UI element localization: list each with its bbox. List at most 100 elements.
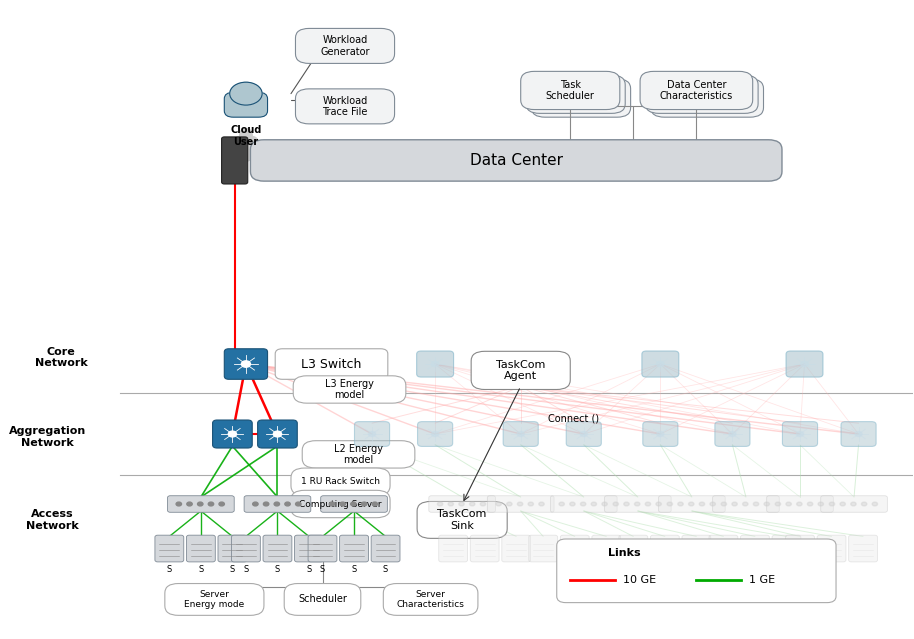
Circle shape — [732, 502, 738, 506]
Text: Access
Network: Access Network — [26, 509, 79, 531]
Text: Cloud
User: Cloud User — [230, 125, 261, 147]
Text: S: S — [166, 565, 172, 574]
FancyBboxPatch shape — [439, 535, 468, 562]
Circle shape — [580, 502, 586, 506]
Circle shape — [506, 502, 512, 506]
Circle shape — [273, 431, 282, 437]
Circle shape — [818, 502, 824, 506]
FancyBboxPatch shape — [642, 351, 679, 377]
FancyBboxPatch shape — [487, 496, 554, 512]
Text: 10 GE: 10 GE — [622, 575, 655, 585]
FancyBboxPatch shape — [532, 79, 631, 117]
Circle shape — [786, 502, 792, 506]
FancyBboxPatch shape — [383, 583, 478, 615]
Circle shape — [295, 502, 301, 506]
FancyBboxPatch shape — [429, 496, 495, 512]
Circle shape — [623, 502, 629, 506]
FancyBboxPatch shape — [841, 422, 877, 447]
FancyBboxPatch shape — [291, 490, 390, 518]
Circle shape — [448, 502, 453, 506]
Circle shape — [219, 502, 225, 506]
FancyBboxPatch shape — [817, 535, 846, 562]
Circle shape — [340, 502, 345, 506]
FancyBboxPatch shape — [284, 583, 361, 615]
FancyBboxPatch shape — [659, 496, 725, 512]
FancyBboxPatch shape — [682, 535, 711, 562]
FancyBboxPatch shape — [308, 535, 337, 562]
Text: Data Center
Characteristics: Data Center Characteristics — [660, 80, 733, 101]
FancyBboxPatch shape — [557, 539, 836, 603]
Circle shape — [496, 502, 502, 506]
Text: TaskCom
Agent: TaskCom Agent — [496, 360, 546, 381]
Circle shape — [368, 431, 376, 436]
Circle shape — [613, 502, 619, 506]
Circle shape — [480, 502, 485, 506]
Text: Server
Characteristics: Server Characteristics — [397, 590, 464, 609]
FancyBboxPatch shape — [848, 535, 877, 562]
FancyBboxPatch shape — [221, 137, 248, 184]
Circle shape — [801, 362, 808, 367]
Circle shape — [721, 502, 727, 506]
FancyBboxPatch shape — [651, 79, 763, 117]
FancyBboxPatch shape — [640, 72, 753, 109]
Circle shape — [208, 502, 214, 506]
FancyBboxPatch shape — [529, 535, 558, 562]
Circle shape — [851, 502, 856, 506]
FancyBboxPatch shape — [294, 535, 324, 562]
Text: Core
Network: Core Network — [35, 347, 88, 369]
FancyBboxPatch shape — [643, 422, 678, 447]
Circle shape — [872, 502, 877, 506]
Circle shape — [699, 502, 705, 506]
Circle shape — [634, 502, 640, 506]
Circle shape — [372, 502, 377, 506]
Circle shape — [559, 502, 565, 506]
Circle shape — [539, 502, 544, 506]
FancyBboxPatch shape — [224, 349, 268, 380]
FancyBboxPatch shape — [521, 72, 620, 109]
Circle shape — [431, 362, 439, 367]
Circle shape — [796, 431, 803, 436]
FancyBboxPatch shape — [645, 75, 758, 113]
Circle shape — [229, 82, 262, 105]
Text: L2 Energy
model: L2 Energy model — [334, 443, 383, 465]
FancyBboxPatch shape — [502, 535, 531, 562]
Circle shape — [438, 502, 442, 506]
Circle shape — [569, 502, 575, 506]
Text: L3 Switch: L3 Switch — [302, 358, 362, 371]
FancyBboxPatch shape — [186, 535, 216, 562]
FancyBboxPatch shape — [471, 535, 499, 562]
FancyBboxPatch shape — [224, 93, 268, 117]
Circle shape — [710, 502, 716, 506]
Text: Workload
Trace File: Workload Trace File — [323, 96, 367, 117]
Text: 1 GE: 1 GE — [749, 575, 775, 585]
FancyBboxPatch shape — [291, 468, 390, 495]
FancyBboxPatch shape — [295, 89, 395, 124]
Circle shape — [431, 431, 439, 436]
Circle shape — [517, 502, 523, 506]
Circle shape — [742, 502, 748, 506]
Circle shape — [329, 502, 335, 506]
Text: Computing Server: Computing Server — [299, 500, 382, 509]
FancyBboxPatch shape — [218, 535, 247, 562]
Circle shape — [591, 502, 597, 506]
FancyBboxPatch shape — [213, 420, 252, 448]
FancyBboxPatch shape — [165, 583, 264, 615]
Circle shape — [667, 502, 673, 506]
Text: Scheduler: Scheduler — [298, 594, 347, 604]
Circle shape — [517, 431, 525, 436]
FancyBboxPatch shape — [560, 535, 590, 562]
Text: S: S — [306, 565, 312, 574]
FancyBboxPatch shape — [786, 351, 823, 377]
FancyBboxPatch shape — [619, 535, 648, 562]
Circle shape — [228, 431, 237, 437]
FancyBboxPatch shape — [167, 496, 234, 512]
Circle shape — [351, 502, 356, 506]
FancyBboxPatch shape — [782, 422, 817, 447]
Circle shape — [775, 502, 781, 506]
Circle shape — [764, 502, 770, 506]
FancyBboxPatch shape — [503, 422, 538, 447]
FancyBboxPatch shape — [293, 376, 406, 403]
Text: S: S — [383, 565, 388, 574]
Circle shape — [829, 502, 834, 506]
FancyBboxPatch shape — [303, 441, 415, 468]
